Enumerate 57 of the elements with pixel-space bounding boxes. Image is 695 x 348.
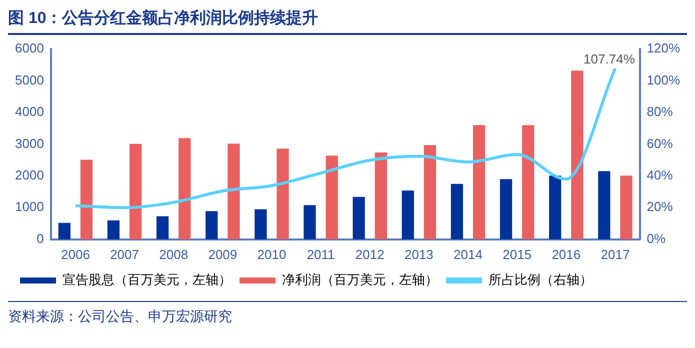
y2-tick-label: 60% [646, 136, 674, 151]
y-tick-label: 1000 [15, 199, 44, 214]
y2-tick-label: 80% [646, 104, 674, 120]
chart-title: 图 10：公告分红金额占净利润比例持续提升 [8, 8, 687, 35]
y-tick-label: 5000 [15, 72, 44, 88]
x-tick-label: 2008 [159, 246, 188, 262]
y-tick-label: 0 [36, 230, 44, 246]
x-tick-label: 2007 [110, 246, 139, 262]
x-tick-label: 2016 [552, 246, 581, 262]
text: 资料来源：公司公告、申万宏源研究 [8, 308, 233, 326]
y-tick-label: 3000 [15, 136, 44, 151]
bar [549, 176, 562, 240]
x-tick-label: 2011 [306, 246, 335, 262]
y2-tick-label: 20% [646, 199, 674, 214]
bar [254, 209, 267, 240]
legend-label: 净利润（百万美元，左轴） [282, 272, 438, 288]
bar [326, 156, 338, 240]
bar [598, 171, 610, 240]
bar [522, 125, 534, 240]
legend-label: 宣告股息（百万美元，左轴） [62, 272, 232, 288]
legend-label: 所占比例（右轴） [488, 272, 592, 288]
y2-tick-label: 0% [646, 230, 666, 246]
bar [352, 196, 365, 240]
x-tick-label: 2009 [208, 246, 238, 262]
data-label: 107.74% [584, 52, 636, 67]
bar [620, 176, 632, 240]
y2-tick-label: 120% [646, 40, 680, 56]
x-tick-label: 2012 [355, 246, 384, 262]
bar [156, 216, 169, 240]
x-tick-label: 2017 [600, 246, 630, 262]
bar [206, 211, 218, 240]
bar [500, 179, 512, 240]
bar [374, 152, 387, 240]
bar [571, 70, 584, 240]
bar [276, 148, 289, 240]
x-tick-label: 2010 [257, 246, 286, 262]
bar [129, 144, 142, 240]
x-tick-label: 2013 [404, 246, 434, 262]
bar [402, 190, 414, 240]
x-tick-label: 2015 [502, 246, 532, 262]
bar [472, 125, 486, 240]
bar [304, 205, 316, 240]
y2-tick-label: 40% [646, 168, 674, 183]
bar [58, 222, 70, 240]
y-tick-label: 6000 [15, 40, 44, 56]
line-series [74, 66, 617, 210]
x-tick-label: 2014 [454, 246, 482, 262]
bar [80, 160, 93, 240]
y-tick-label: 2000 [15, 168, 44, 183]
bar [107, 220, 120, 240]
bar [178, 138, 191, 240]
x-tick-label: 2006 [60, 246, 90, 262]
y-tick-label: 4000 [15, 104, 44, 120]
bar [450, 184, 464, 240]
bar [228, 144, 240, 240]
y2-tick-label: 100% [646, 72, 680, 88]
bar [424, 145, 436, 240]
